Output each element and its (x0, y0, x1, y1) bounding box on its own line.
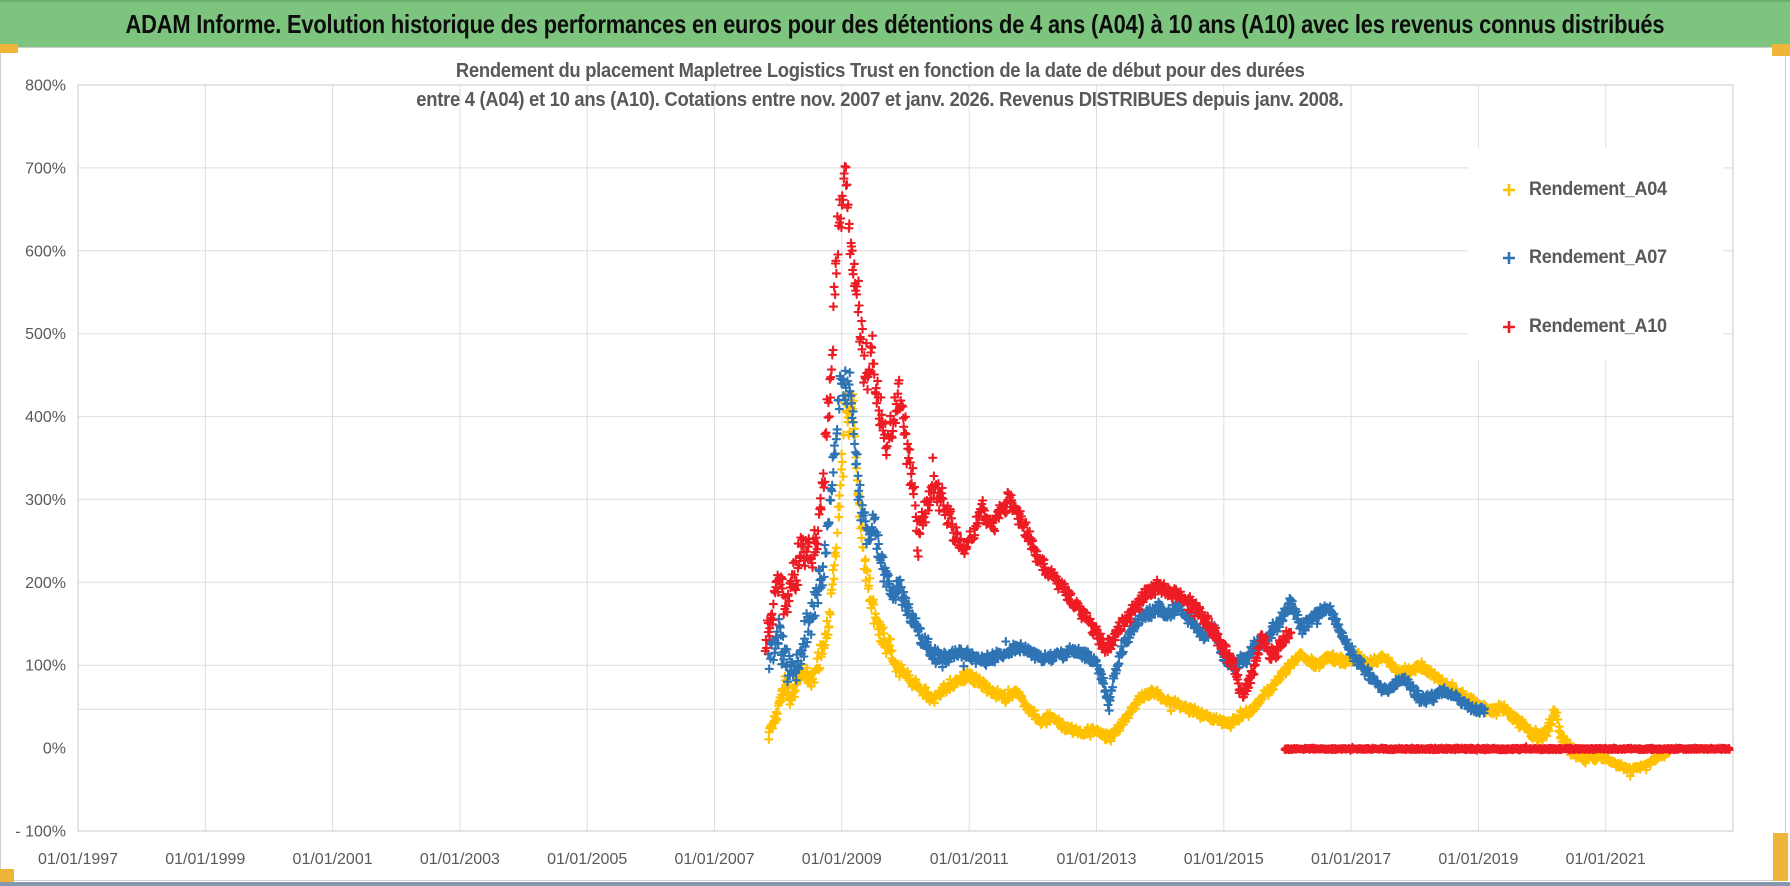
axis-labels: 800% 700% 600% 500% 400% 300% 200% 100% 0% - 100%… (15, 78, 1646, 869)
chart-title-line1: Rendement du placement Mapletree Logisti… (455, 60, 1305, 82)
chart-title: Rendement du placement Mapletree Logisti… (200, 57, 1560, 115)
x-tick-label: 01/01/2009 (802, 851, 882, 868)
y-tick-label: 400% (25, 409, 66, 426)
x-tick-label: 01/01/2019 (1438, 851, 1518, 868)
y-tick-label: 500% (25, 326, 66, 343)
legend-label: Rendement_A10 (1529, 316, 1667, 337)
x-tick-label: 01/01/1997 (38, 851, 118, 868)
corner-handle-top-left (0, 44, 18, 53)
series-rendement-a07 (763, 366, 1490, 718)
y-tick-label: 200% (25, 575, 66, 592)
plus-marker-icon (1503, 252, 1515, 264)
plus-marker-icon (1503, 321, 1515, 333)
corner-handle-bottom-left (0, 869, 14, 882)
x-tick-label: 01/01/2003 (420, 851, 500, 868)
corner-handle-top-right (1772, 44, 1790, 56)
header-bar: ADAM Informe. Evolution historique des p… (0, 0, 1790, 47)
plus-marker-icon (1503, 184, 1515, 196)
page-title: ADAM Informe. Evolution historique des p… (125, 9, 1665, 39)
x-tick-label: 01/01/2017 (1311, 851, 1391, 868)
chart-title-line2: entre 4 (A04) et 10 ans (A10). Cotations… (416, 89, 1344, 111)
x-tick-label: 01/01/2007 (674, 851, 754, 868)
x-tick-label: 01/01/2013 (1056, 851, 1136, 868)
x-tick-label: 01/01/2021 (1566, 851, 1646, 868)
legend-label: Rendement_A07 (1529, 247, 1667, 268)
y-tick-label: - 100% (15, 824, 66, 841)
legend-item-rendement-a10: Rendement_A10 (1502, 313, 1674, 341)
x-tick-label: 01/01/2015 (1184, 851, 1264, 868)
plot-border (77, 84, 1734, 832)
chart-legend: Rendement_A04 Rendement_A07 Rendement_A1… (1468, 148, 1723, 360)
y-tick-label: 800% (25, 78, 66, 95)
x-tick-label: 01/01/2011 (930, 851, 1009, 868)
series-rendement-a10 (760, 161, 1734, 756)
x-tick-label: 01/01/1999 (165, 851, 245, 868)
legend-item-rendement-a07: Rendement_A07 (1502, 244, 1674, 272)
legend-label: Rendement_A04 (1529, 179, 1667, 200)
legend-item-rendement-a04: Rendement_A04 (1502, 176, 1674, 204)
bottom-edge-strip (0, 882, 1790, 886)
y-tick-label: 600% (25, 243, 66, 260)
x-tick-label: 01/01/2005 (547, 851, 627, 868)
y-tick-label: 300% (25, 492, 66, 509)
corner-handle-bottom-right (1773, 833, 1788, 881)
y-tick-label: 100% (25, 658, 66, 675)
y-tick-label: 0% (43, 741, 66, 758)
y-tick-label: 700% (25, 160, 66, 177)
x-tick-label: 01/01/2001 (293, 851, 373, 868)
